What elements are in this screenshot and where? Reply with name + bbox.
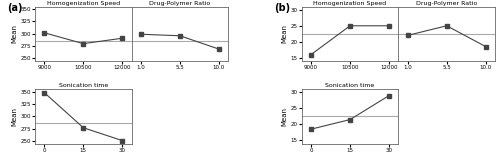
Title: Homogenization Speed: Homogenization Speed [47,0,120,5]
Title: Sonication time: Sonication time [58,83,108,88]
Title: Drug-Polymer Ratio: Drug-Polymer Ratio [416,0,478,5]
Title: Drug-Polymer Ratio: Drug-Polymer Ratio [150,0,210,5]
Y-axis label: Mean: Mean [282,24,288,43]
Title: Sonication time: Sonication time [326,83,374,88]
Text: (a): (a) [8,3,23,13]
Y-axis label: Mean: Mean [282,107,288,126]
Y-axis label: Mean: Mean [12,24,18,43]
Title: Homogenization Speed: Homogenization Speed [314,0,386,5]
Text: (b): (b) [274,3,290,13]
Y-axis label: Mean: Mean [12,107,18,126]
